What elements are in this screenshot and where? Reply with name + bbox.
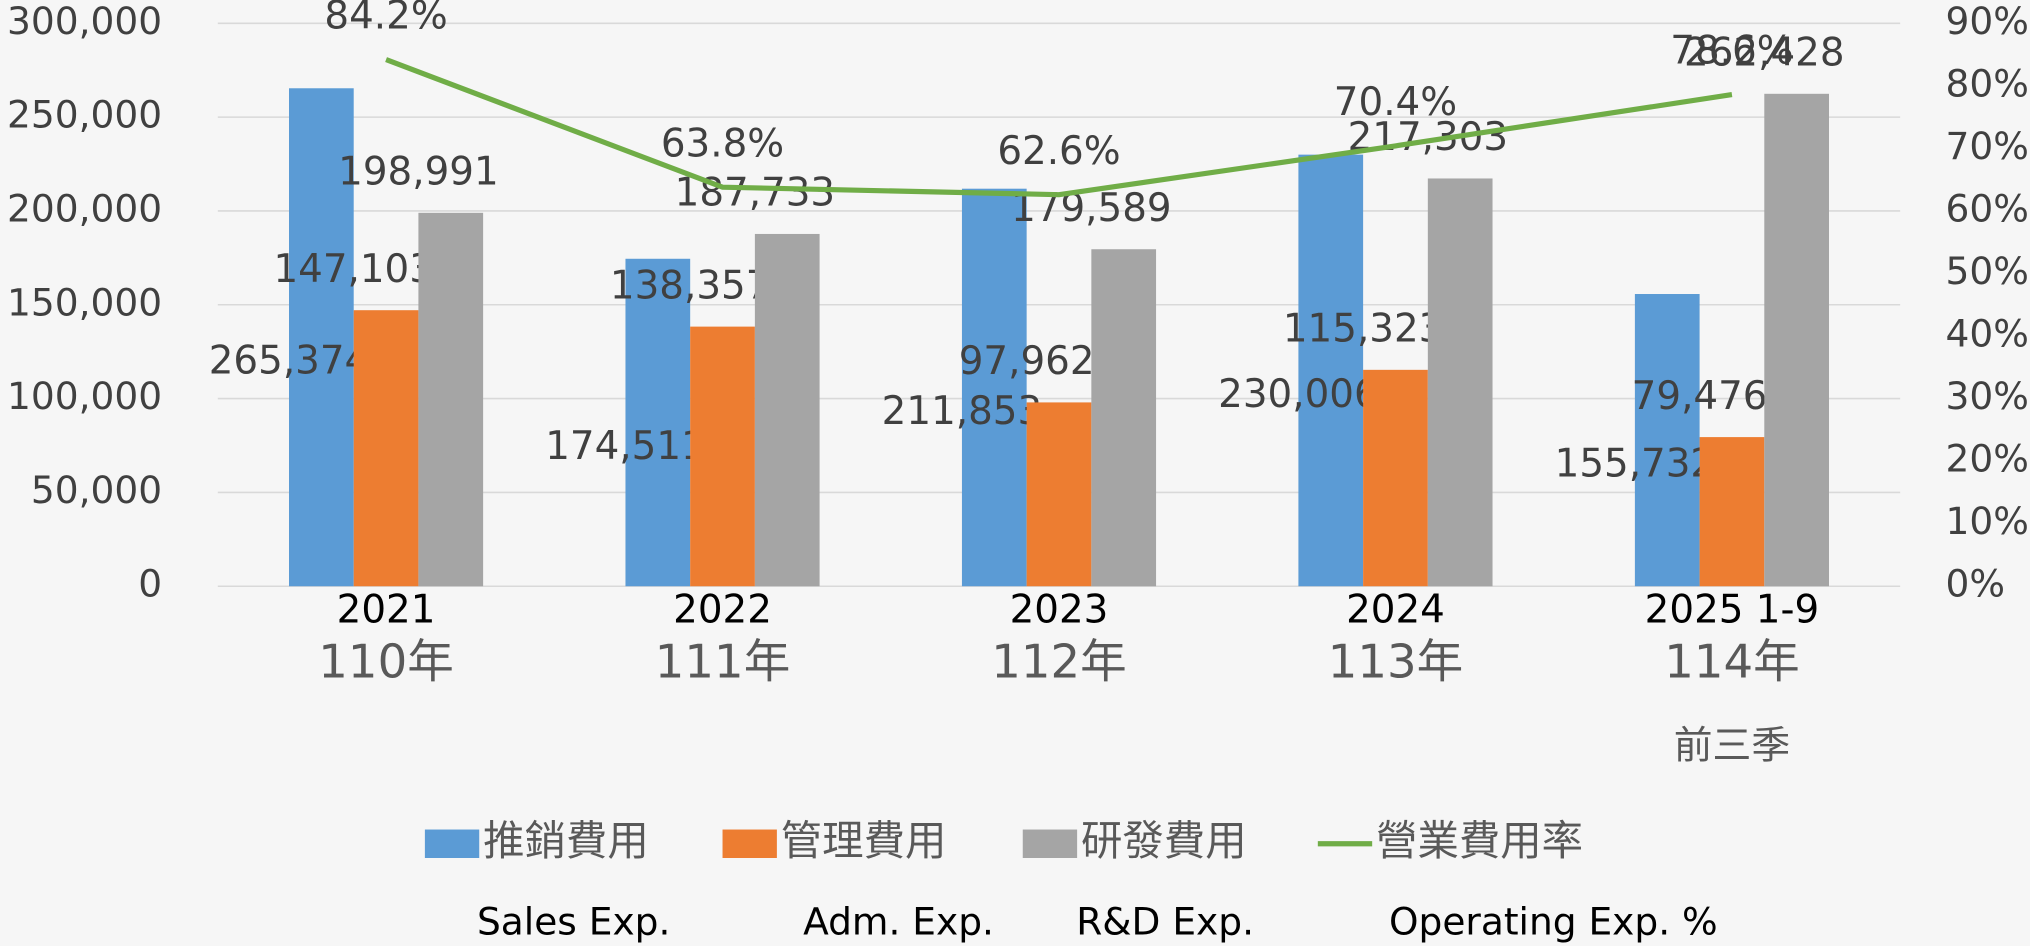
legend-swatch	[424, 829, 480, 858]
data-label: 115,323	[1283, 307, 1444, 352]
data-label: 78.6%	[1670, 29, 1793, 74]
x-tick-label: 112年	[991, 635, 1126, 689]
legend-label-en: Sales Exp.	[477, 900, 670, 944]
y2-tick-label: 80%	[1945, 61, 2028, 105]
data-label: 211,853	[882, 389, 1043, 434]
bar	[625, 258, 691, 587]
x-tick-label: 2024	[1346, 588, 1445, 633]
data-label: 70.4%	[1334, 80, 1457, 125]
bar	[1764, 93, 1829, 587]
y-tick-label: 150,000	[7, 280, 162, 324]
y2-tick-label: 90%	[1945, 0, 2028, 43]
x-tick-label: 113年	[1328, 635, 1463, 689]
bar	[1298, 154, 1364, 587]
legend-swatch	[722, 829, 777, 858]
bar	[1091, 249, 1157, 587]
data-label: 138,357	[610, 263, 771, 308]
bar	[961, 188, 1027, 587]
legend-label: 推銷費用	[483, 817, 649, 865]
x-tick-label: 2023	[1010, 588, 1109, 633]
data-label: 79,476	[1632, 374, 1768, 419]
data-label: 217,303	[1348, 115, 1509, 160]
line	[385, 57, 1733, 198]
bar	[418, 212, 484, 587]
y-tick-label: 50,000	[31, 468, 162, 512]
legend-swatch	[1022, 829, 1078, 858]
legend-label: 營業費用率	[1376, 817, 1583, 865]
data-label: 155,732	[1555, 442, 1716, 487]
y2-tick-label: 70%	[1945, 124, 2028, 168]
bar	[353, 310, 419, 587]
data-label: 198,991	[338, 150, 499, 195]
y2-tick-label: 10%	[1945, 499, 2028, 543]
y-tick-label: 200,000	[7, 186, 162, 230]
data-label: 147,103	[273, 247, 434, 292]
y2-tick-label: 30%	[1945, 374, 2028, 418]
bar	[1699, 437, 1765, 587]
y-tick-label: 300,000	[7, 0, 162, 43]
x-tick-label: 前三季	[1674, 724, 1790, 769]
y-tick-label: 100,000	[7, 374, 162, 418]
data-label: 63.8%	[661, 121, 784, 166]
y2-tick-label: 40%	[1945, 312, 2028, 356]
x-tick-label: 111年	[655, 635, 790, 689]
bar	[1634, 294, 1700, 587]
y2-tick-label: 50%	[1945, 249, 2028, 293]
data-label: 262,428	[1684, 30, 1844, 75]
data-label: 230,006	[1218, 372, 1379, 417]
bar	[1427, 178, 1493, 587]
y-tick-label: 0	[138, 562, 162, 606]
data-label: 174,511	[545, 424, 706, 469]
legend-label-en: Adm. Exp.	[803, 900, 994, 944]
legend-label: 管理費用	[781, 817, 947, 865]
data-label: 62.6%	[997, 129, 1120, 174]
data-label: 84.2%	[324, 0, 447, 39]
legend-label-en: Operating Exp. %	[1389, 900, 1718, 944]
y2-tick-label: 60%	[1945, 186, 2028, 230]
y2-tick-label: 20%	[1945, 437, 2028, 481]
y-tick-label: 250,000	[7, 93, 162, 137]
bar	[1026, 402, 1092, 587]
data-label: 265,374	[209, 339, 369, 384]
bar	[289, 88, 354, 587]
x-tick-label: 110年	[318, 635, 453, 689]
bar	[754, 233, 820, 587]
x-tick-label: 114年	[1664, 635, 1799, 689]
bar	[690, 326, 755, 587]
bar	[1363, 369, 1428, 587]
legend-label-en: R&D Exp.	[1076, 900, 1254, 944]
y2-tick-label: 0%	[1945, 562, 2005, 606]
x-tick-label: 2022	[673, 588, 772, 633]
legend-label: 研發費用	[1081, 817, 1247, 865]
x-tick-label: 2021	[337, 588, 436, 633]
x-tick-label: 2025 1-9	[1645, 588, 1820, 633]
data-label: 97,962	[959, 339, 1095, 384]
